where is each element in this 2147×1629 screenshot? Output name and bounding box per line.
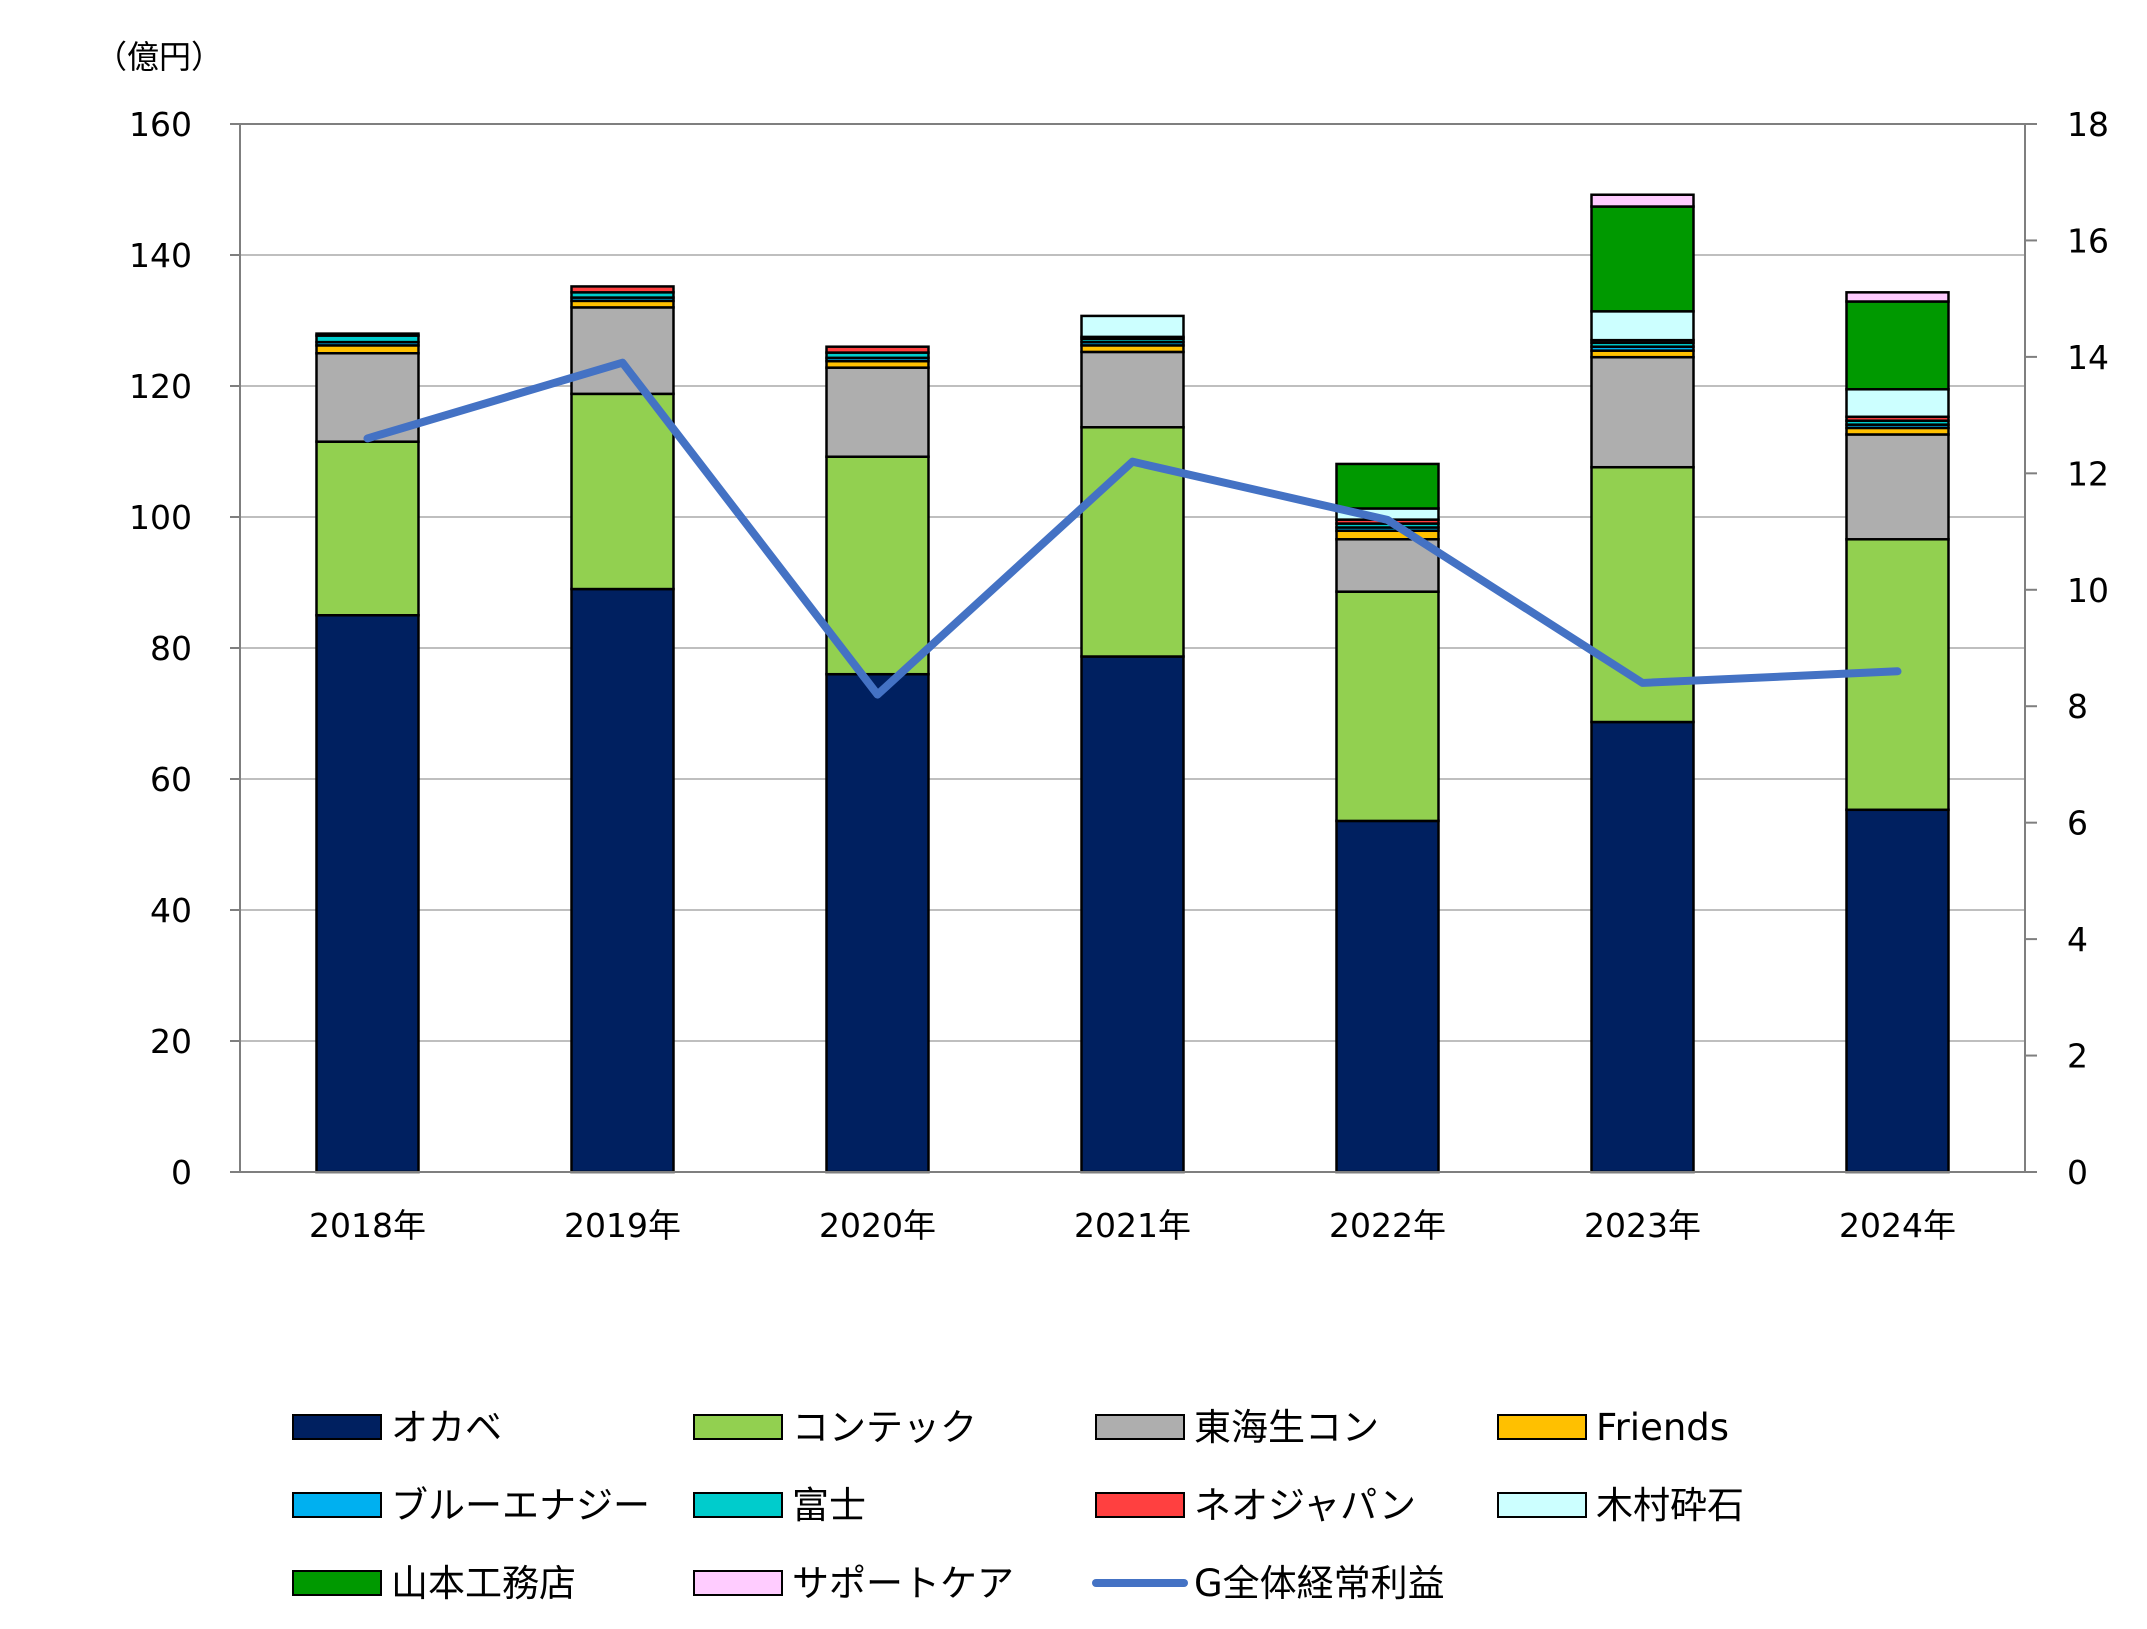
bar-segment [1845,388,1950,419]
legend-swatch [693,1492,783,1518]
left-tick-label: 160 [129,105,192,144]
right-tick-label: 18 [2067,105,2109,144]
bar-segment [1590,310,1695,342]
right-tick-label: 6 [2067,804,2088,843]
bar-segment [1590,355,1695,469]
bar-segment [1590,205,1695,313]
left-tick-label: 40 [150,891,192,930]
bar-segment [1590,193,1695,208]
legend-label: コンテック [792,1406,977,1449]
left-tick-label: 0 [171,1153,192,1192]
x-tick-label: 2019年 [564,1206,681,1245]
left-tick-label: 140 [129,236,192,275]
legend-label: ブルーエナジー [391,1484,650,1527]
legend-label: ネオジャパン [1194,1484,1416,1527]
x-tick-label: 2022年 [1329,1206,1446,1245]
left-tick-label: 120 [129,367,192,406]
left-tick-label: 60 [150,760,192,799]
legend: オカベ コンテック 東海生コン Friends ブルーエナジー 富士 ネオジャパン 木村砕石山… [292,1406,1744,1605]
x-tick-label: 2023年 [1584,1206,1701,1245]
bar-segment [570,285,675,294]
x-tick-label: 2018年 [309,1206,426,1245]
right-tick-label: 16 [2067,221,2109,260]
right-tick-label: 10 [2067,571,2109,610]
right-tick-label: 8 [2067,687,2088,726]
legend-label: 東海生コン [1194,1406,1379,1449]
profit-line [363,358,1902,699]
left-tick-label: 100 [129,498,192,537]
legend-swatch [1497,1492,1587,1518]
legend-swatch [1095,1414,1185,1440]
right-tick-label: 0 [2067,1153,2088,1192]
bar-segment [1080,655,1185,1174]
bar-segment [1080,350,1185,429]
bar-segment [825,672,930,1174]
bar-segment [1845,433,1950,541]
bar-segment [570,306,675,396]
bar-segment [825,455,930,676]
legend-swatch [693,1414,783,1440]
right-axis: 0 2 4 6 8 10 12 14 16 18 [2025,105,2109,1192]
right-tick-label: 12 [2067,454,2109,493]
legend-label: 富士 [792,1484,866,1527]
bar-segment [570,392,675,591]
legend-swatch [1095,1492,1185,1518]
bar-segment [1335,538,1440,593]
bars [315,193,1950,1174]
bar-segment [825,345,930,354]
right-tick-label: 4 [2067,920,2088,959]
bar-segment [570,587,675,1174]
bar-segment [1845,291,1950,303]
bar-segment [1590,720,1695,1174]
right-tick-label: 14 [2067,338,2109,377]
legend-swatch [292,1570,382,1596]
bar-segment [1335,590,1440,823]
bar-segment [1845,300,1950,391]
x-tick-label: 2024年 [1839,1206,1956,1245]
bar-segment [315,332,420,337]
legend-label: G全体経常利益 [1194,1562,1445,1605]
x-axis: 2018年 2019年 2020年 2021年 2022年 2023年 2024年 [309,1206,1956,1245]
legend-label: Friends [1596,1406,1729,1449]
line-series [363,358,1902,699]
bar-segment [315,440,420,617]
x-tick-label: 2020年 [819,1206,936,1245]
legend-label: 山本工務店 [391,1562,576,1605]
legend-swatch [693,1570,783,1596]
bar-segment [825,366,930,458]
right-tick-label: 2 [2067,1037,2088,1076]
legend-label: 木村砕石 [1596,1484,1744,1527]
left-tick-label: 80 [150,629,192,668]
legend-swatch [1497,1414,1587,1440]
x-tick-label: 2021年 [1074,1206,1191,1245]
bar-segment [1335,462,1440,510]
legend-swatch [292,1414,382,1440]
bar-segment [1080,314,1185,339]
left-axis: 0 20 40 60 80 100 120 140 160 [129,105,240,1192]
bar-segment [315,614,420,1174]
bar-segment [1845,808,1950,1174]
left-tick-label: 20 [150,1022,192,1061]
legend-label: オカベ [391,1406,502,1449]
unit-label: （億円） [95,38,223,76]
legend-label: サポートケア [792,1562,1014,1605]
legend-swatch [292,1492,382,1518]
bar-segment [1335,819,1440,1174]
